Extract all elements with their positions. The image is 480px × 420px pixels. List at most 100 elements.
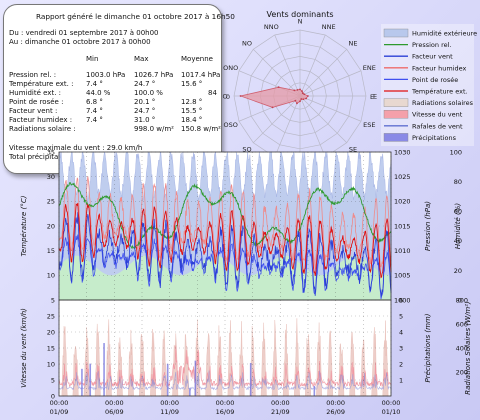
y-tick-label: 35 bbox=[47, 148, 55, 156]
row-avg: 150.8 w/m² bbox=[181, 125, 221, 133]
max-wind-text: Vitesse maximale du vent : 29.0 km/h bbox=[9, 144, 143, 152]
row-label: Pression rel. : bbox=[9, 71, 57, 79]
radar-point bbox=[296, 102, 298, 105]
y-tick-label-right: 5 bbox=[399, 312, 403, 320]
y-tick-label: 25 bbox=[47, 198, 55, 206]
y-tick-label-right: 80 bbox=[454, 178, 462, 186]
y-tick-label: 20 bbox=[47, 222, 55, 230]
radar-direction-label: OSO bbox=[224, 121, 238, 129]
legend-label: Température ext. bbox=[411, 88, 468, 96]
y-tick-label: 30 bbox=[47, 173, 55, 181]
legend-label: Pression rel. bbox=[412, 41, 451, 49]
x-tick-label: 00:00 bbox=[50, 399, 69, 407]
x-tick-label: 00:00 bbox=[382, 399, 401, 407]
radar-point bbox=[293, 89, 296, 92]
col-header-avg: Moyenne bbox=[181, 55, 213, 63]
y-tick-label-right: 600 bbox=[456, 320, 468, 328]
radar-spoke bbox=[299, 34, 326, 97]
report-to: Au : dimanche 01 octobre 2017 à 00h00 bbox=[9, 38, 151, 46]
y-tick-label: 10 bbox=[47, 360, 55, 368]
radar-point bbox=[305, 97, 307, 100]
legend-label: Facteur humidex bbox=[412, 64, 466, 72]
row-label: Humidité ext. : bbox=[9, 89, 62, 97]
y-tick-label-right: 1005 bbox=[394, 272, 411, 280]
y-tick-label-right: 4 bbox=[399, 328, 403, 336]
y-tick-label-right: 100 bbox=[450, 148, 462, 156]
y-tick-label-right: 2 bbox=[399, 360, 403, 368]
legend-label: Précipitations bbox=[412, 134, 457, 142]
row-avg: 1017.4 hPa bbox=[181, 71, 221, 79]
series-precipitations-bar bbox=[194, 360, 197, 396]
radar-direction-label: SO bbox=[242, 146, 251, 154]
row-max: 24.7 ° bbox=[134, 107, 156, 115]
x-tick-label: 00:00 bbox=[160, 399, 179, 407]
radar-ring-label: E bbox=[370, 93, 374, 101]
radar-direction-label: NO bbox=[242, 39, 252, 47]
legend-label: Point de rosée bbox=[412, 76, 458, 84]
radar-point bbox=[300, 98, 303, 100]
radar-title: Vents dominants bbox=[266, 10, 333, 19]
radar-point bbox=[239, 95, 242, 97]
radar-ring-label: 0 bbox=[226, 93, 230, 101]
row-avg: 15.5 ° bbox=[181, 107, 203, 115]
panel-frame-bottom bbox=[58, 299, 392, 397]
legend-swatch bbox=[383, 28, 409, 38]
radar-point bbox=[301, 90, 303, 93]
y-tick-label-right: 60 bbox=[454, 208, 462, 216]
radar-point bbox=[307, 95, 309, 97]
radar-point bbox=[296, 89, 299, 91]
series-facteur-humidex bbox=[58, 176, 392, 270]
radar-point bbox=[299, 100, 301, 103]
y-tick-label: 5 bbox=[51, 376, 55, 384]
radar-spoke bbox=[253, 95, 301, 143]
legend-label: Facteur vent bbox=[412, 53, 453, 61]
radar-spoke bbox=[299, 95, 326, 158]
row-avg: 15.6 ° bbox=[181, 80, 203, 88]
series-precipitations-bar bbox=[103, 343, 105, 396]
y-axis-label: Vitesse du vent (km/h) bbox=[20, 308, 28, 388]
radar-direction-label: NNO bbox=[264, 23, 279, 31]
y-axis-label-right: Humidité (%) bbox=[454, 203, 462, 250]
row-max: 31.0 ° bbox=[134, 116, 156, 124]
row-max: 20.1 ° bbox=[134, 98, 156, 106]
legend-label: Radiations solaires bbox=[412, 99, 474, 107]
y-tick-label: 25 bbox=[47, 312, 55, 320]
y-axis-label: Température (°C) bbox=[20, 195, 28, 256]
legend-label: Rafales de vent bbox=[412, 122, 463, 130]
radar-point bbox=[294, 99, 297, 102]
y-tick-label-right: 1 bbox=[399, 376, 403, 384]
series-precipitations-bar bbox=[189, 388, 191, 396]
radar-direction-label: SE bbox=[349, 146, 357, 154]
radar-spoke bbox=[274, 34, 301, 97]
x-tick-label: 01/09 bbox=[50, 408, 69, 416]
legend-swatch bbox=[383, 109, 409, 119]
row-label: Point de rosée : bbox=[9, 98, 64, 106]
y-tick-label-right: 3 bbox=[399, 344, 403, 352]
legend-label: Humidité extérieure bbox=[412, 30, 477, 38]
radar-spoke bbox=[299, 95, 347, 143]
radar-point bbox=[301, 92, 304, 95]
row-min: 7.4 ° bbox=[86, 107, 103, 115]
radar-direction-label: ONO bbox=[223, 64, 238, 72]
radar-direction-label: ESE bbox=[363, 121, 375, 129]
y-axis-label-right: Précipitations (mm) bbox=[424, 313, 432, 382]
legend-swatch bbox=[383, 133, 409, 142]
radar-direction-label: NNE bbox=[322, 23, 336, 31]
y-tick-label-right: 200 bbox=[456, 368, 468, 376]
y-tick-label-right: 400 bbox=[456, 344, 468, 352]
radar-direction-label: O bbox=[222, 93, 227, 101]
y-tick-label: 15 bbox=[47, 247, 55, 255]
radar-direction-label: N bbox=[298, 18, 303, 26]
x-tick-label: 00:00 bbox=[271, 399, 290, 407]
legend-swatch bbox=[383, 98, 409, 107]
row-avg: 18.4 ° bbox=[181, 116, 203, 124]
y-axis-label-right: Pression (hPa) bbox=[424, 201, 432, 251]
col-header-max: Max bbox=[134, 55, 149, 63]
y-tick-label: 5 bbox=[51, 296, 55, 304]
row-avg: 84 bbox=[208, 89, 217, 97]
y-tick-label-right: 1000 bbox=[394, 296, 411, 304]
y-tick-label-right: 1030 bbox=[394, 148, 411, 156]
row-max: 100.0 % bbox=[134, 89, 163, 97]
y-tick-label-right: 800 bbox=[456, 296, 468, 304]
